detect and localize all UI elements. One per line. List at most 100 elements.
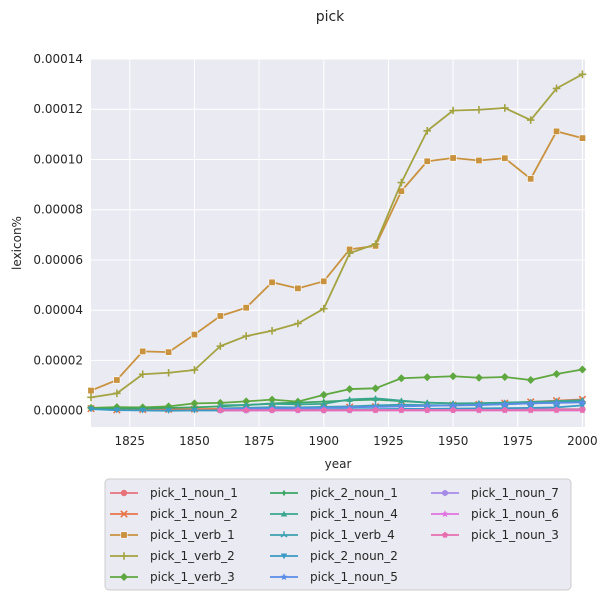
data-point [526,376,535,385]
data-point [397,402,405,410]
legend-swatch-marker [120,531,128,539]
data-point [424,406,431,413]
data-point [474,373,483,382]
legend-item-pick-2-noun-2: pick_2_noun_2 [270,549,398,563]
data-point [345,249,354,257]
x-tick-label: 1850 [179,434,210,448]
data-point [217,406,224,413]
legend-label: pick_1_noun_1 [150,486,238,500]
legend: pick_1_noun_1pick_1_noun_2pick_1_verb_1p… [104,478,572,591]
y-tick-label: 0.00012 [33,102,83,116]
series-pick-1-verb-3 [87,365,587,412]
y-axis-label: lexicon% [10,216,24,270]
data-point [371,384,380,393]
y-tick-label: 0.00000 [33,404,83,418]
legend-label: pick_1_verb_3 [150,570,235,584]
legend-swatch-marker [120,573,128,581]
legend-item-pick-1-verb-1: pick_1_verb_1 [110,528,235,542]
data-point [319,390,328,399]
data-point [552,84,561,93]
data-point [552,399,561,406]
y-tick-label: 0.00008 [33,203,83,217]
data-point [423,373,432,382]
x-tick-label: 1875 [244,434,275,448]
legend-label: pick_1_verb_2 [150,549,235,563]
data-point [216,312,224,320]
data-point [579,406,586,413]
legend-item-pick-1-noun-2: pick_1_noun_2 [110,507,238,521]
x-tick-label: 1925 [373,434,404,448]
data-point [578,365,587,374]
y-tick-label: 0.00010 [33,152,83,166]
legend-item-pick-1-verb-3: pick_1_verb_3 [110,570,235,584]
data-point [190,366,199,374]
series-pick-1-verb-2 [87,70,587,402]
data-point [164,368,173,377]
y-tick-label: 0.00006 [33,253,83,267]
data-point [190,331,198,339]
data-point [320,406,327,413]
y-tick-label: 0.00014 [33,52,83,66]
data-point [397,178,406,187]
x-tick-label: 1950 [438,434,469,448]
data-point [139,407,146,414]
x-tick-label: 1900 [309,434,340,448]
data-point [475,406,482,413]
data-point [87,406,95,413]
data-point [139,347,147,355]
legend-label: pick_1_noun_5 [310,570,398,584]
legend-label: pick_1_noun_4 [310,507,398,521]
data-point [165,348,173,356]
data-point [113,376,121,384]
data-point [346,396,353,402]
data-point [243,406,250,413]
legend-item-pick-1-noun-6: pick_1_noun_6 [431,507,559,521]
data-point [553,127,561,135]
legend-label: pick_1_verb_1 [150,528,235,542]
data-point [165,408,172,414]
legend-label: pick_1_noun_7 [471,486,559,500]
legend-box [104,478,572,591]
x-tick-label: 1975 [502,434,533,448]
legend-item-pick-1-verb-2: pick_1_verb_2 [110,549,235,563]
data-point [501,400,509,408]
legend-label: pick_1_noun_2 [150,507,238,521]
data-point [268,326,276,335]
data-point [526,116,535,124]
data-point [345,385,354,394]
legend-item-pick-1-noun-1: pick_1_noun_1 [110,486,238,500]
legend-label: pick_2_noun_2 [310,549,398,563]
data-point [191,407,198,414]
x-tick-label: 1825 [115,434,146,448]
legend-item-pick-2-noun-1: pick_2_noun_1 [270,486,398,500]
data-point [113,389,121,398]
legend-swatch-marker [442,489,448,497]
data-point [294,284,302,292]
data-point [268,278,276,286]
legend-swatch-marker [120,510,128,518]
data-point [475,105,483,114]
legend-swatch-marker [280,553,288,560]
series-line [90,73,583,399]
data-point [319,304,328,313]
data-point [500,373,509,382]
data-point [578,70,587,79]
legend-item-pick-1-verb-4: pick_1_verb_4 [270,528,395,542]
data-point [372,395,379,401]
data-point [346,406,353,413]
data-point [449,401,457,409]
data-point [87,387,95,395]
legend-item-pick-1-noun-4: pick_1_noun_4 [270,507,398,521]
legend-swatch-marker [282,489,286,497]
data-point [397,374,406,383]
legend-swatch-marker [441,531,449,538]
data-point [269,406,276,413]
data-point [294,406,301,413]
data-point [242,332,250,340]
data-point [501,406,508,413]
data-point [423,127,432,135]
x-tick-label: 2000 [567,434,598,448]
legend-label: pick_1_verb_4 [310,528,395,542]
data-point [449,372,458,381]
data-point [552,369,561,378]
